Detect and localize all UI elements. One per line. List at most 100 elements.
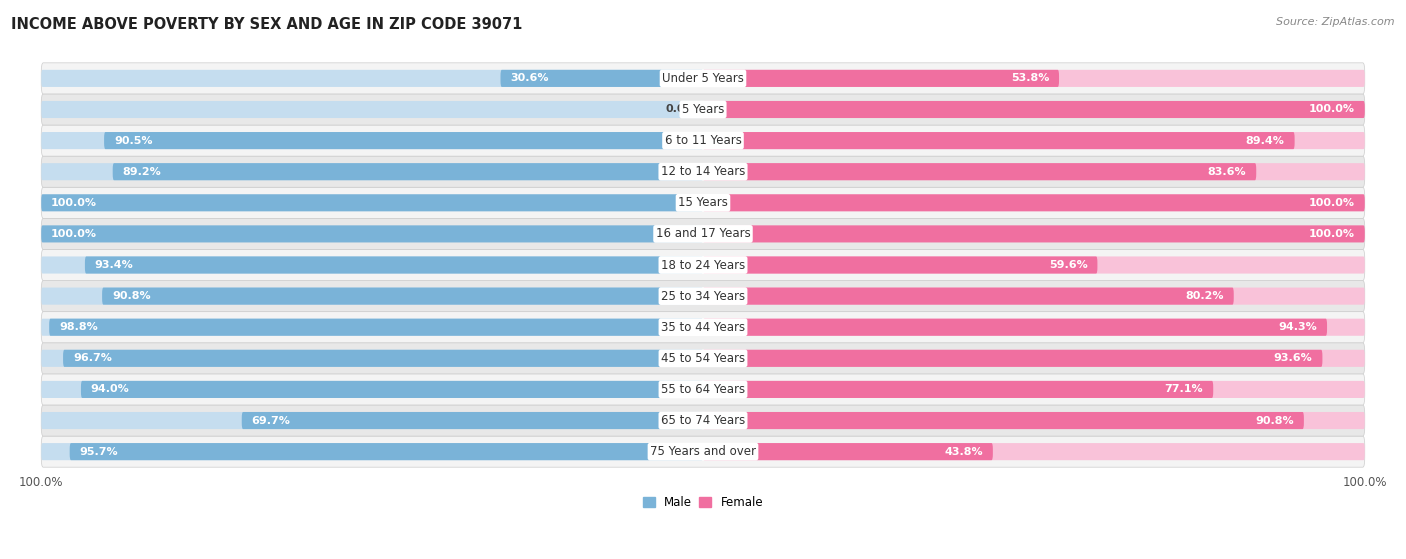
FancyBboxPatch shape <box>703 132 1295 149</box>
FancyBboxPatch shape <box>242 412 703 429</box>
Text: 100.0%: 100.0% <box>1309 198 1355 208</box>
FancyBboxPatch shape <box>703 443 993 460</box>
Text: 69.7%: 69.7% <box>252 415 291 425</box>
Text: 75 Years and over: 75 Years and over <box>650 445 756 458</box>
Text: 100.0%: 100.0% <box>1309 229 1355 239</box>
Text: 94.0%: 94.0% <box>91 385 129 395</box>
FancyBboxPatch shape <box>703 225 1365 243</box>
FancyBboxPatch shape <box>703 319 1365 336</box>
Text: 90.8%: 90.8% <box>112 291 150 301</box>
FancyBboxPatch shape <box>49 319 703 336</box>
FancyBboxPatch shape <box>41 281 1365 312</box>
FancyBboxPatch shape <box>41 350 703 367</box>
FancyBboxPatch shape <box>703 319 1327 336</box>
Text: 55 to 64 Years: 55 to 64 Years <box>661 383 745 396</box>
Text: 80.2%: 80.2% <box>1185 291 1223 301</box>
FancyBboxPatch shape <box>703 287 1365 305</box>
FancyBboxPatch shape <box>501 70 703 87</box>
FancyBboxPatch shape <box>104 132 703 149</box>
FancyBboxPatch shape <box>703 350 1365 367</box>
Text: 100.0%: 100.0% <box>51 229 97 239</box>
Text: 25 to 34 Years: 25 to 34 Years <box>661 290 745 302</box>
FancyBboxPatch shape <box>703 101 1365 118</box>
FancyBboxPatch shape <box>703 381 1365 398</box>
Text: 94.3%: 94.3% <box>1278 322 1317 332</box>
Text: 0.0%: 0.0% <box>666 105 696 115</box>
FancyBboxPatch shape <box>41 374 1365 405</box>
Text: 30.6%: 30.6% <box>510 73 548 83</box>
FancyBboxPatch shape <box>41 412 703 429</box>
Text: Source: ZipAtlas.com: Source: ZipAtlas.com <box>1277 17 1395 27</box>
Text: 65 to 74 Years: 65 to 74 Years <box>661 414 745 427</box>
FancyBboxPatch shape <box>703 163 1365 180</box>
FancyBboxPatch shape <box>703 132 1365 149</box>
Text: 53.8%: 53.8% <box>1011 73 1049 83</box>
FancyBboxPatch shape <box>41 219 1365 249</box>
Text: 16 and 17 Years: 16 and 17 Years <box>655 228 751 240</box>
Text: 90.8%: 90.8% <box>1256 415 1294 425</box>
Text: 59.6%: 59.6% <box>1049 260 1087 270</box>
FancyBboxPatch shape <box>41 156 1365 187</box>
FancyBboxPatch shape <box>41 187 1365 219</box>
Text: 5 Years: 5 Years <box>682 103 724 116</box>
Text: 89.2%: 89.2% <box>122 167 162 177</box>
FancyBboxPatch shape <box>41 319 703 336</box>
Text: 95.7%: 95.7% <box>80 447 118 457</box>
FancyBboxPatch shape <box>703 412 1303 429</box>
FancyBboxPatch shape <box>41 163 703 180</box>
FancyBboxPatch shape <box>703 194 1365 211</box>
Text: INCOME ABOVE POVERTY BY SEX AND AGE IN ZIP CODE 39071: INCOME ABOVE POVERTY BY SEX AND AGE IN Z… <box>11 17 523 32</box>
FancyBboxPatch shape <box>41 63 1365 94</box>
Text: Under 5 Years: Under 5 Years <box>662 72 744 85</box>
Text: 83.6%: 83.6% <box>1208 167 1246 177</box>
FancyBboxPatch shape <box>41 249 1365 281</box>
FancyBboxPatch shape <box>703 70 1365 87</box>
FancyBboxPatch shape <box>41 70 703 87</box>
Text: 45 to 54 Years: 45 to 54 Years <box>661 352 745 365</box>
FancyBboxPatch shape <box>703 443 1365 460</box>
Text: 15 Years: 15 Years <box>678 196 728 209</box>
FancyBboxPatch shape <box>703 287 1233 305</box>
Text: 12 to 14 Years: 12 to 14 Years <box>661 165 745 178</box>
Text: 35 to 44 Years: 35 to 44 Years <box>661 321 745 334</box>
FancyBboxPatch shape <box>82 381 703 398</box>
FancyBboxPatch shape <box>41 312 1365 343</box>
FancyBboxPatch shape <box>703 257 1365 273</box>
FancyBboxPatch shape <box>703 412 1365 429</box>
FancyBboxPatch shape <box>41 436 1365 467</box>
Text: 90.5%: 90.5% <box>114 136 152 145</box>
FancyBboxPatch shape <box>63 350 703 367</box>
FancyBboxPatch shape <box>703 350 1323 367</box>
FancyBboxPatch shape <box>41 443 703 460</box>
Text: 18 to 24 Years: 18 to 24 Years <box>661 258 745 272</box>
Text: 96.7%: 96.7% <box>73 353 112 363</box>
FancyBboxPatch shape <box>41 225 703 243</box>
FancyBboxPatch shape <box>41 132 703 149</box>
Text: 98.8%: 98.8% <box>59 322 98 332</box>
Text: 93.6%: 93.6% <box>1274 353 1312 363</box>
FancyBboxPatch shape <box>41 405 1365 436</box>
FancyBboxPatch shape <box>103 287 703 305</box>
Text: 100.0%: 100.0% <box>1309 105 1355 115</box>
Text: 100.0%: 100.0% <box>51 198 97 208</box>
FancyBboxPatch shape <box>41 194 703 211</box>
Text: 43.8%: 43.8% <box>945 447 983 457</box>
FancyBboxPatch shape <box>41 381 703 398</box>
FancyBboxPatch shape <box>41 257 703 273</box>
Text: 93.4%: 93.4% <box>94 260 134 270</box>
FancyBboxPatch shape <box>703 257 1098 273</box>
Legend: Male, Female: Male, Female <box>638 491 768 514</box>
FancyBboxPatch shape <box>70 443 703 460</box>
FancyBboxPatch shape <box>703 163 1256 180</box>
FancyBboxPatch shape <box>41 125 1365 156</box>
FancyBboxPatch shape <box>84 257 703 273</box>
FancyBboxPatch shape <box>41 287 703 305</box>
FancyBboxPatch shape <box>41 94 1365 125</box>
FancyBboxPatch shape <box>41 343 1365 374</box>
Text: 6 to 11 Years: 6 to 11 Years <box>665 134 741 147</box>
Text: 77.1%: 77.1% <box>1164 385 1204 395</box>
Text: 89.4%: 89.4% <box>1246 136 1285 145</box>
FancyBboxPatch shape <box>703 70 1059 87</box>
FancyBboxPatch shape <box>703 381 1213 398</box>
FancyBboxPatch shape <box>112 163 703 180</box>
